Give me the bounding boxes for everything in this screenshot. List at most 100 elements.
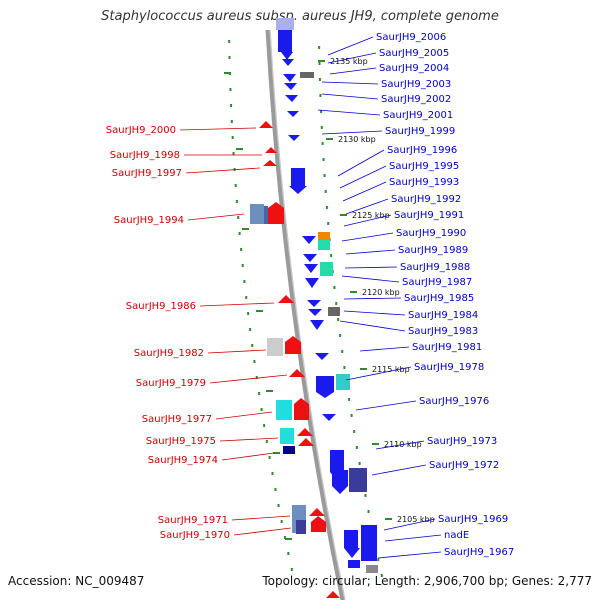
gene-feature[interactable] [285,95,298,102]
gene-label-reverse[interactable]: SaurJH9_1988 [400,262,470,273]
gene-label-reverse[interactable]: SaurJH9_2001 [383,110,453,121]
gene-feature[interactable] [315,353,329,360]
gene-feature[interactable] [264,206,268,224]
gene-feature[interactable] [298,438,314,446]
gene-feature[interactable] [320,262,333,276]
gene-feature[interactable] [278,30,292,52]
gene-feature[interactable] [283,446,295,454]
gene-label-forward[interactable]: SaurJH9_1975 [146,436,216,447]
gene-feature[interactable] [322,414,336,421]
gene-label-reverse[interactable]: SaurJH9_1972 [429,460,499,471]
gene-feature[interactable] [308,309,322,316]
gene-feature[interactable] [296,520,306,534]
gene-feature[interactable] [309,508,325,516]
gene-feature[interactable] [307,300,321,307]
gene-feature[interactable] [265,147,277,153]
gene-label-reverse[interactable]: SaurJH9_1976 [419,396,489,407]
gene-label-reverse[interactable]: SaurJH9_1992 [391,194,461,205]
gene-label-reverse[interactable]: SaurJH9_2002 [381,94,451,105]
gene-feature[interactable] [285,336,301,354]
gene-feature[interactable] [344,530,358,548]
gene-feature[interactable] [302,236,316,244]
gene-feature[interactable] [305,278,319,288]
gene-label-forward[interactable]: SaurJH9_1994 [114,215,184,226]
gene-label-forward[interactable]: SaurJH9_1977 [142,414,212,425]
gene-feature[interactable] [289,369,305,377]
gene-feature[interactable] [276,18,294,30]
gene-feature[interactable] [366,565,378,573]
gene-feature[interactable] [344,548,360,558]
gene-feature[interactable] [328,307,340,316]
gene-feature[interactable] [300,72,314,78]
tick-mark [318,60,325,62]
gene-label-forward[interactable]: SaurJH9_1998 [110,150,180,161]
gene-label-reverse[interactable]: SaurJH9_2006 [376,32,446,43]
gene-feature[interactable] [280,428,294,444]
gene-feature[interactable] [303,254,317,262]
gene-feature[interactable] [287,111,299,117]
gene-feature[interactable] [330,450,344,472]
guide-dot [321,142,324,145]
gene-label-reverse[interactable]: SaurJH9_1967 [444,547,514,558]
gene-feature[interactable] [250,204,264,224]
guide-dash [236,148,243,150]
gene-feature[interactable] [349,468,367,492]
gene-feature[interactable] [263,160,277,166]
gene-feature[interactable] [267,338,283,356]
gene-feature[interactable] [278,295,294,303]
gene-feature[interactable] [291,168,305,186]
gene-label-reverse[interactable]: SaurJH9_2004 [379,63,449,74]
gene-feature[interactable] [284,83,297,90]
gene-label-reverse[interactable]: SaurJH9_1993 [389,177,459,188]
gene-label-reverse[interactable]: SaurJH9_1969 [438,514,508,525]
gene-label-forward[interactable]: SaurJH9_1979 [136,378,206,389]
gene-label-reverse[interactable]: SaurJH9_1984 [408,310,478,321]
gene-label-forward[interactable]: SaurJH9_1986 [126,301,196,312]
gene-feature[interactable] [348,560,360,568]
gene-label-reverse[interactable]: SaurJH9_1991 [394,210,464,221]
gene-feature[interactable] [332,470,348,494]
gene-feature[interactable] [294,398,309,420]
gene-label-reverse[interactable]: SaurJH9_2003 [381,79,451,90]
gene-feature[interactable] [268,202,284,224]
gene-label-reverse[interactable]: SaurJH9_1999 [385,126,455,137]
gene-label-forward[interactable]: SaurJH9_1970 [160,530,230,541]
gene-feature[interactable] [336,374,350,390]
gene-label-reverse[interactable]: SaurJH9_1990 [396,228,466,239]
gene-label-reverse[interactable]: nadE [444,530,469,541]
gene-feature[interactable] [259,121,273,128]
gene-label-forward[interactable]: SaurJH9_1997 [112,168,182,179]
gene-feature[interactable] [281,52,293,60]
gene-feature[interactable] [283,74,296,82]
gene-label-reverse[interactable]: SaurJH9_1989 [398,245,468,256]
gene-label-reverse[interactable]: SaurJH9_1978 [414,362,484,373]
gene-label-forward[interactable]: SaurJH9_2000 [106,125,176,136]
gene-feature[interactable] [297,428,313,436]
gene-label-reverse[interactable]: SaurJH9_2005 [379,48,449,59]
gene-feature[interactable] [289,186,307,194]
gene-feature[interactable] [316,376,334,398]
leader-line [343,214,392,227]
gene-feature[interactable] [304,264,318,273]
gene-feature[interactable] [282,59,294,66]
gene-label-reverse[interactable]: SaurJH9_1996 [387,145,457,156]
gene-feature[interactable] [361,525,377,561]
gene-feature[interactable] [326,591,340,598]
gene-label-reverse[interactable]: SaurJH9_1995 [389,161,459,172]
gene-label-reverse[interactable]: SaurJH9_1973 [427,436,497,447]
gene-feature[interactable] [276,400,292,420]
gene-label-reverse[interactable]: SaurJH9_1983 [408,326,478,337]
gene-label-reverse[interactable]: SaurJH9_1987 [402,277,472,288]
guide-dot [237,216,240,219]
gene-label-reverse[interactable]: SaurJH9_1985 [404,293,474,304]
gene-feature[interactable] [318,240,330,250]
gene-label-reverse[interactable]: SaurJH9_1981 [412,342,482,353]
gene-feature[interactable] [311,516,326,532]
gene-feature[interactable] [288,135,300,141]
gene-feature[interactable] [318,232,330,240]
gene-label-forward[interactable]: SaurJH9_1974 [148,455,218,466]
gene-feature[interactable] [310,320,324,330]
gene-label-forward[interactable]: SaurJH9_1971 [158,515,228,526]
gene-label-forward[interactable]: SaurJH9_1982 [134,348,204,359]
